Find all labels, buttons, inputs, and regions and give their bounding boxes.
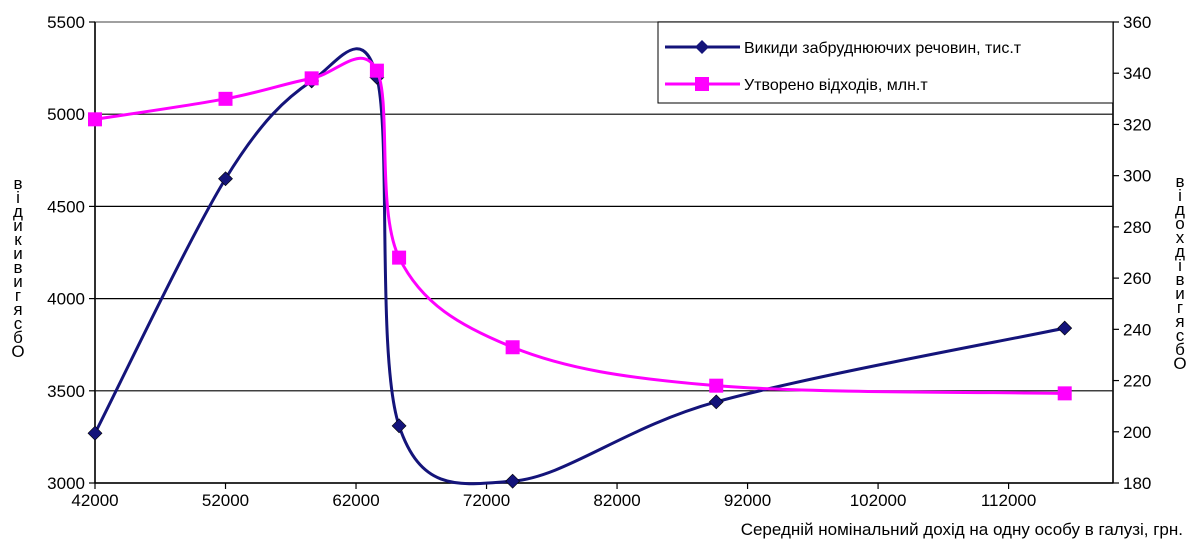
legend-marker-waste [695, 77, 709, 91]
left-tick-label: 5000 [47, 105, 85, 124]
legend-label-waste: Утворено відходів, млн.т [744, 77, 928, 94]
x-tick-label: 112000 [981, 491, 1036, 510]
data-point [709, 378, 724, 393]
data-point [505, 473, 521, 489]
data-point [218, 171, 233, 187]
left-tick-label: 5500 [47, 13, 85, 32]
left-tick-label: 3000 [47, 474, 85, 493]
legend-label-emissions: Викиди забруднюючих речовин, тис.т [744, 40, 1022, 57]
right-tick-label: 260 [1123, 269, 1151, 288]
x-tick-label: 92000 [724, 491, 771, 510]
data-point [88, 112, 102, 127]
x-tick-label: 102000 [850, 491, 907, 510]
right-tick-label: 340 [1123, 64, 1151, 83]
left-axis-ticks: 3000 3500 4000 4500 5000 5500 [47, 13, 95, 493]
left-tick-label: 4500 [47, 197, 85, 216]
data-point [708, 394, 724, 410]
right-tick-label: 180 [1123, 474, 1151, 493]
data-point [87, 425, 103, 441]
left-tick-label: 3500 [47, 382, 85, 401]
series-2 [88, 56, 1072, 401]
right-tick-label: 220 [1123, 372, 1151, 391]
legend-marker-emissions [695, 40, 709, 54]
data-point [218, 91, 233, 106]
x-tick-label: 72000 [463, 491, 510, 510]
data-point [369, 63, 384, 78]
data-point [1057, 320, 1073, 336]
data-point [1057, 386, 1072, 401]
right-tick-label: 320 [1123, 115, 1151, 134]
data-point [391, 418, 407, 434]
x-axis-ticks: 42000 52000 62000 72000 82000 92000 102000 1120… [71, 483, 1036, 510]
data-point [304, 71, 319, 86]
series-1 [87, 47, 1073, 489]
x-tick-label: 42000 [71, 491, 118, 510]
left-tick-label: 4000 [47, 290, 85, 309]
right-tick-label: 300 [1123, 167, 1151, 186]
x-tick-label: 52000 [202, 491, 249, 510]
x-tick-label: 82000 [593, 491, 640, 510]
right-axis-ticks: 180 200 220 240 260 280 300 320 340 360 [1113, 13, 1151, 493]
legend: Викиди забруднюючих речовин, тис.т Утвор… [657, 21, 1114, 104]
x-axis-label: Середній номінальний дохід на одну особу… [741, 520, 1183, 539]
right-tick-label: 280 [1123, 218, 1151, 237]
data-point [392, 250, 407, 265]
x-tick-label: 62000 [332, 491, 379, 510]
legend-box [657, 21, 1114, 104]
right-tick-label: 240 [1123, 320, 1151, 339]
series-layer [87, 47, 1073, 489]
right-tick-label: 200 [1123, 423, 1151, 442]
series-line [94, 56, 1065, 395]
data-point [505, 340, 520, 355]
right-tick-label: 360 [1123, 13, 1151, 32]
